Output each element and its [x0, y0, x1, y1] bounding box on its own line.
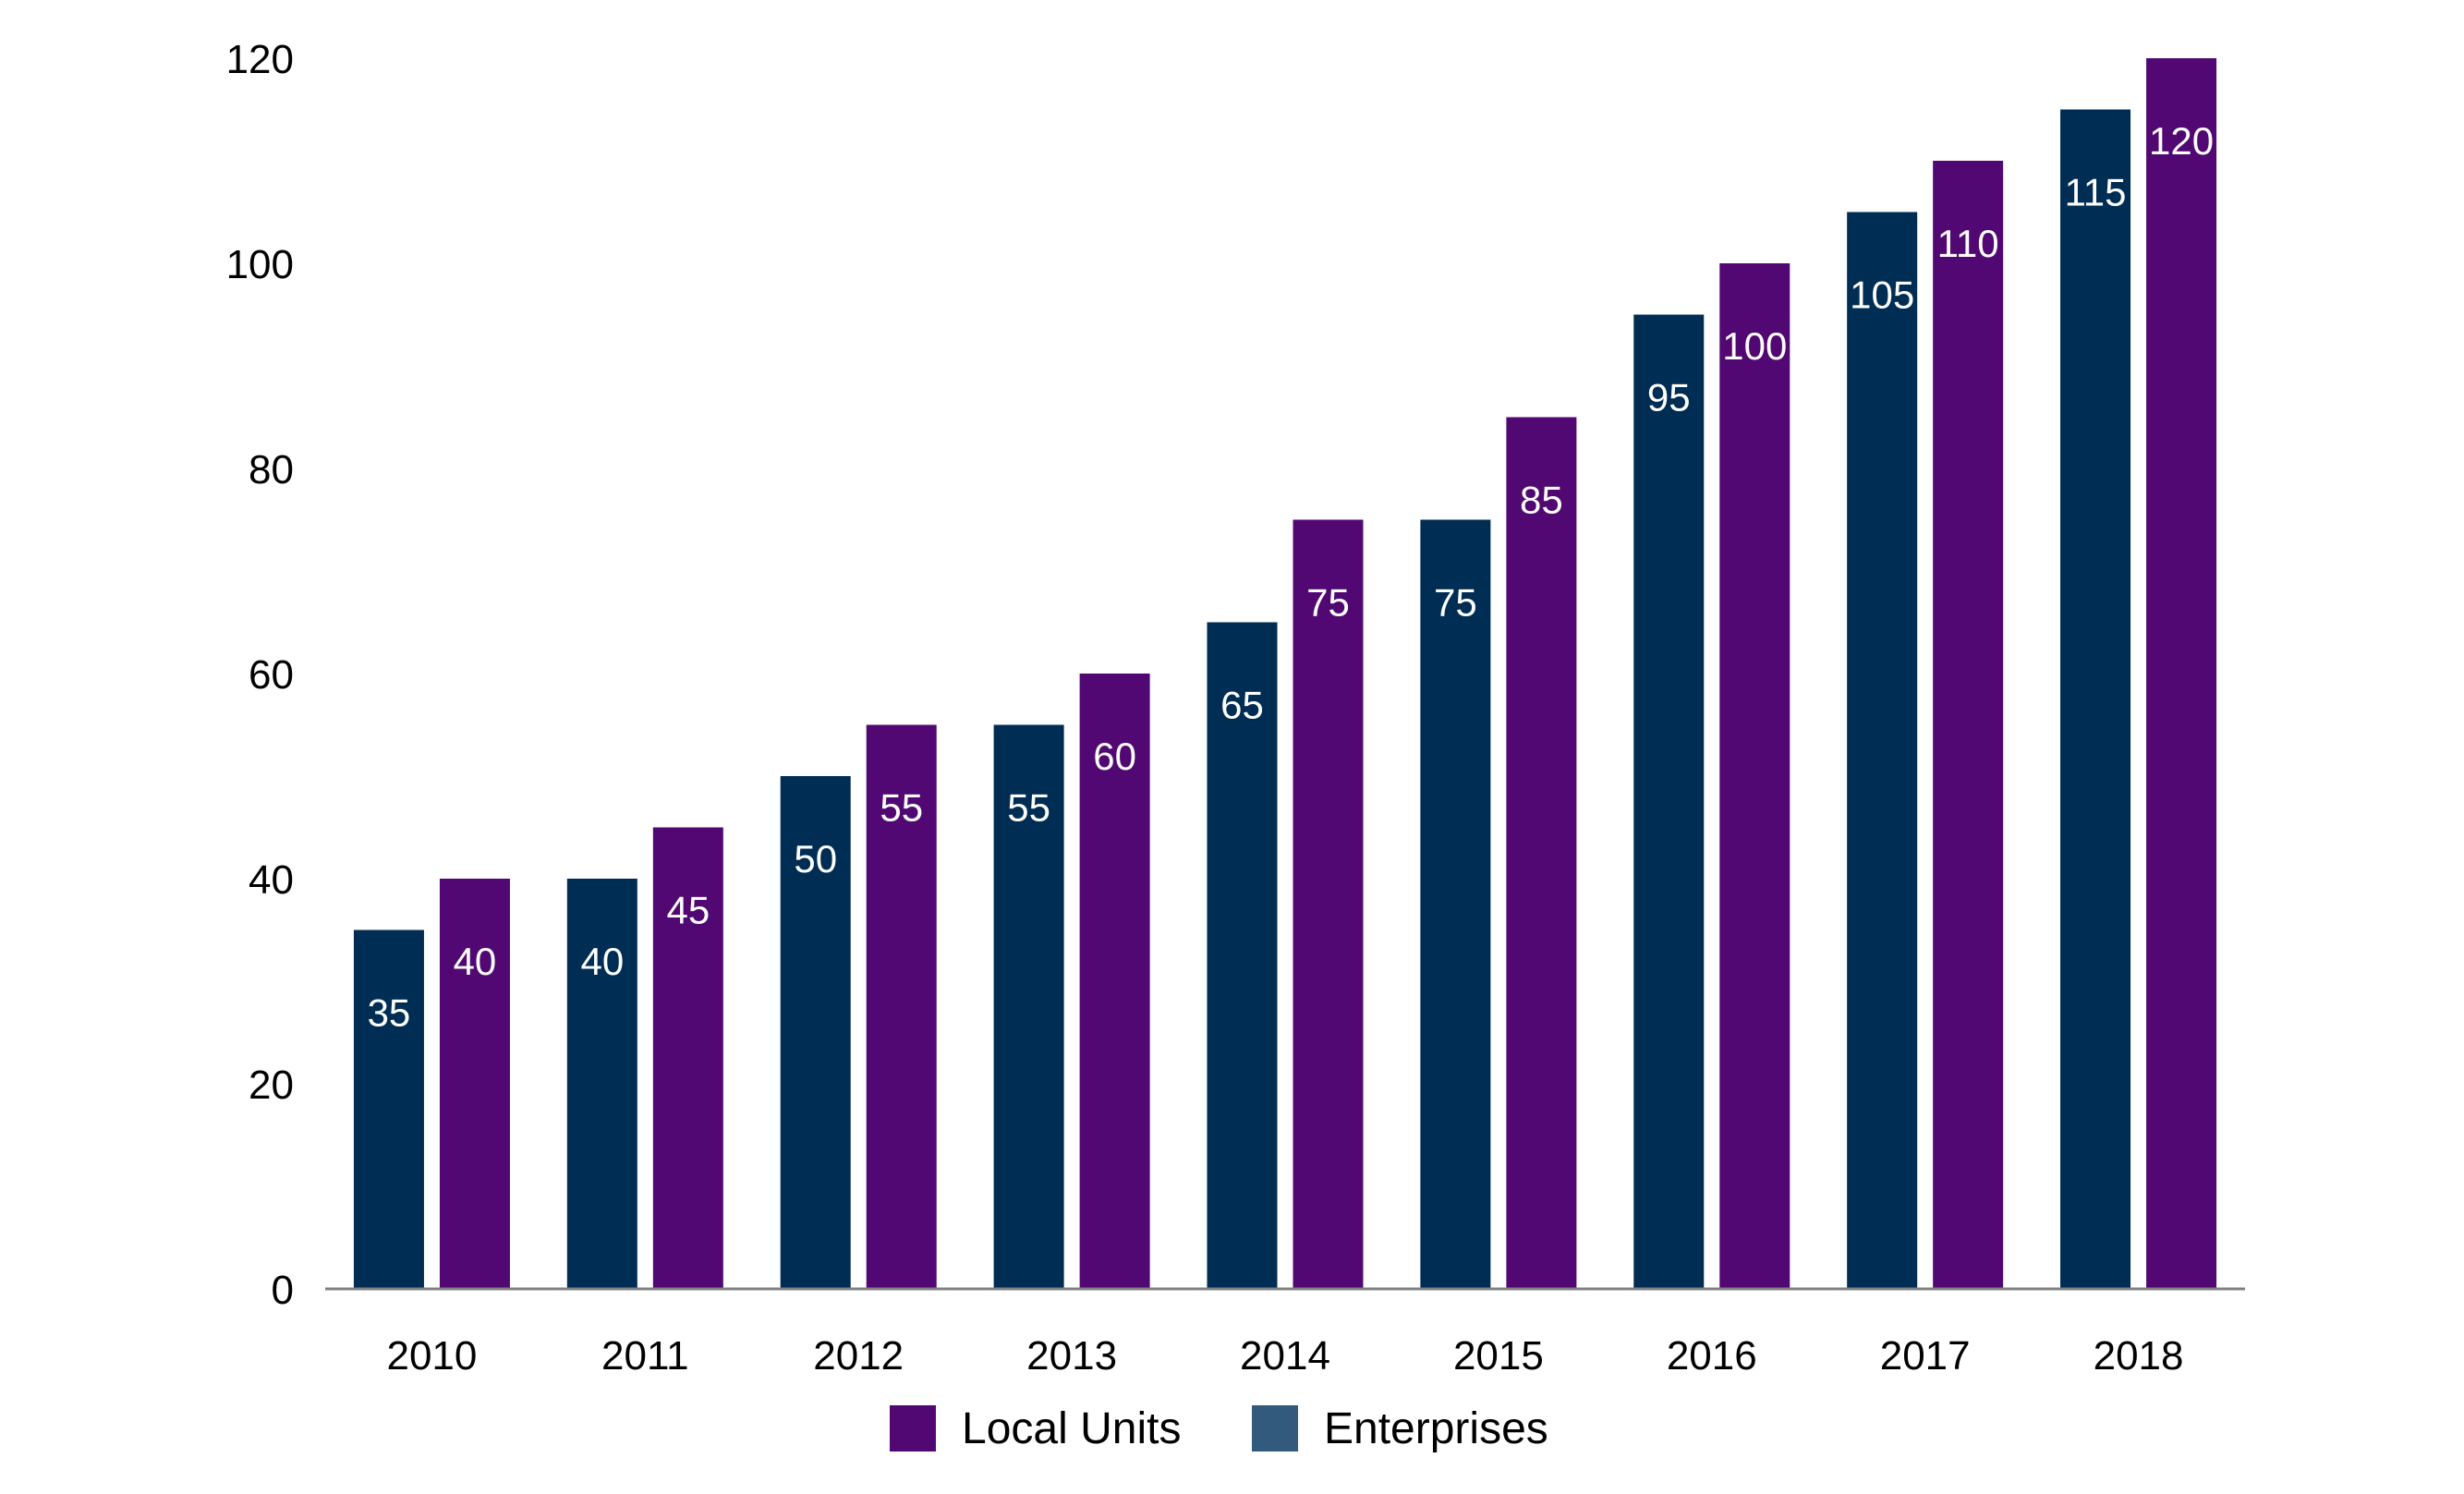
y-tick-label: 60 — [249, 652, 294, 698]
bar-enterprises-2016 — [1633, 314, 1705, 1289]
x-tick-label: 2010 — [386, 1333, 477, 1379]
bar-local-units-2013 — [1079, 674, 1150, 1289]
x-tick-label: 2016 — [1667, 1333, 1757, 1379]
bar-enterprises-2013 — [993, 724, 1064, 1289]
data-label: 40 — [454, 940, 497, 983]
data-label: 75 — [1306, 581, 1350, 625]
y-tick-label: 0 — [272, 1268, 294, 1313]
y-tick-label: 100 — [226, 242, 294, 287]
data-label: 65 — [1220, 684, 1264, 727]
data-label: 40 — [580, 940, 624, 983]
x-tick-label: 2012 — [813, 1333, 904, 1379]
legend-swatch-enterprises — [1252, 1405, 1298, 1451]
legend-swatch-local-units — [890, 1405, 936, 1451]
data-labels: 35 40 40 45 50 55 55 60 65 75 75 85 95 100 105 110 115 12… — [368, 119, 2215, 1035]
bar-enterprises-2014 — [1207, 622, 1278, 1289]
y-axis-ticks: 0 20 40 60 80 100 120 — [226, 37, 294, 1313]
data-label: 120 — [2149, 119, 2214, 163]
x-tick-label: 2018 — [2094, 1333, 2184, 1379]
data-label: 100 — [1722, 324, 1787, 368]
bar-local-units-2010 — [439, 879, 510, 1289]
bar-local-units-2017 — [1933, 161, 2004, 1289]
data-label: 45 — [666, 889, 710, 932]
bar-enterprises-2012 — [780, 776, 851, 1289]
bar-enterprises-2011 — [566, 879, 637, 1289]
y-tick-label: 40 — [249, 857, 294, 903]
x-tick-label: 2015 — [1453, 1333, 1544, 1379]
data-label: 115 — [2065, 171, 2127, 214]
data-label: 55 — [1007, 786, 1050, 830]
data-label: 95 — [1647, 376, 1691, 419]
bar-enterprises-2010 — [353, 929, 424, 1289]
x-tick-label: 2014 — [1240, 1333, 1330, 1379]
data-label: 110 — [1937, 222, 1999, 265]
bar-local-units-2012 — [866, 724, 937, 1289]
bar-enterprises-2018 — [2060, 109, 2131, 1289]
y-tick-label: 80 — [249, 447, 294, 492]
bar-local-units-2014 — [1293, 519, 1364, 1289]
bar-enterprises-2017 — [1847, 212, 1918, 1289]
data-label: 60 — [1093, 735, 1136, 778]
bar-local-units-2011 — [652, 827, 723, 1289]
legend: Local Units Enterprises — [890, 1404, 1548, 1453]
data-label: 75 — [1434, 581, 1477, 625]
x-tick-label: 2013 — [1026, 1333, 1117, 1379]
data-label: 50 — [794, 837, 837, 881]
x-tick-label: 2017 — [1880, 1333, 1971, 1379]
legend-label-local-units: Local Units — [962, 1404, 1181, 1453]
data-label: 105 — [1850, 273, 1914, 317]
data-label: 85 — [1520, 479, 1563, 522]
x-axis-ticks: 2010 2011 2012 2013 2014 2015 2016 2017 2018 — [386, 1333, 2183, 1379]
bar-local-units-2015 — [1506, 417, 1577, 1289]
x-tick-label: 2011 — [601, 1333, 689, 1379]
bar-local-units-2018 — [2146, 58, 2217, 1289]
bars — [353, 58, 2217, 1289]
data-label: 35 — [368, 991, 411, 1035]
data-label: 55 — [880, 786, 923, 830]
legend-label-enterprises: Enterprises — [1324, 1404, 1548, 1453]
bar-enterprises-2015 — [1420, 519, 1491, 1289]
y-tick-label: 20 — [249, 1063, 294, 1108]
bar-local-units-2016 — [1719, 263, 1790, 1289]
y-tick-label: 120 — [226, 37, 294, 82]
